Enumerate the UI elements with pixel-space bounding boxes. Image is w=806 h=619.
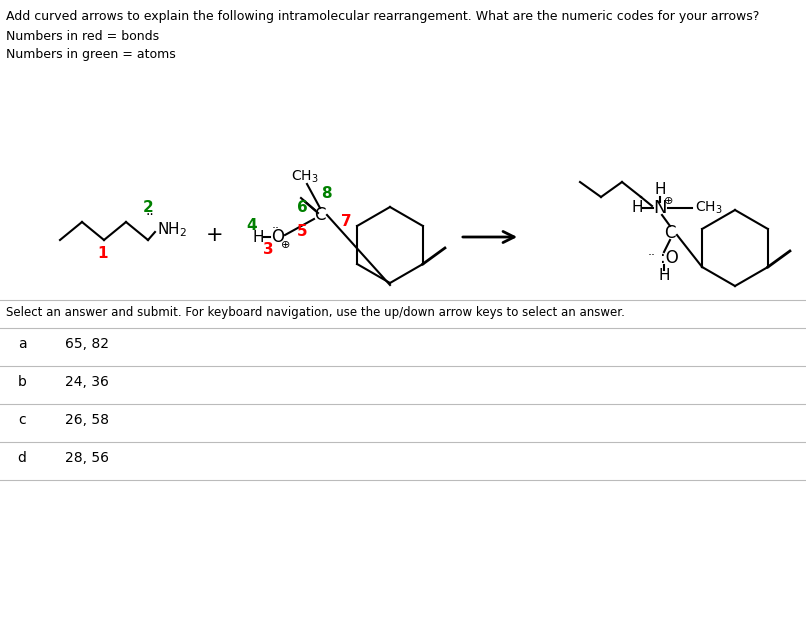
Text: O: O bbox=[272, 228, 285, 246]
Text: NH$_2$: NH$_2$ bbox=[157, 220, 187, 240]
Text: 3: 3 bbox=[263, 243, 273, 258]
Text: ⊕: ⊕ bbox=[281, 240, 291, 250]
Text: c: c bbox=[19, 413, 26, 427]
Text: ··: ·· bbox=[146, 208, 155, 222]
Text: 6: 6 bbox=[297, 201, 307, 215]
Text: N: N bbox=[653, 199, 667, 217]
Text: 7: 7 bbox=[341, 215, 351, 230]
Text: b: b bbox=[18, 375, 27, 389]
Text: ··: ·· bbox=[272, 222, 280, 235]
Text: d: d bbox=[18, 451, 27, 465]
Text: 2: 2 bbox=[143, 199, 153, 215]
Text: Numbers in green = atoms: Numbers in green = atoms bbox=[6, 48, 176, 61]
Text: :O: :O bbox=[660, 249, 679, 267]
Text: CH$_3$: CH$_3$ bbox=[291, 169, 319, 185]
Text: H: H bbox=[659, 269, 670, 284]
Text: 8: 8 bbox=[321, 186, 331, 201]
Text: 5: 5 bbox=[297, 225, 307, 240]
Text: H: H bbox=[631, 201, 642, 215]
Text: 28, 56: 28, 56 bbox=[65, 451, 109, 465]
Text: 24, 36: 24, 36 bbox=[65, 375, 109, 389]
Text: Numbers in red = bonds: Numbers in red = bonds bbox=[6, 30, 159, 43]
Text: a: a bbox=[18, 337, 27, 351]
Text: 65, 82: 65, 82 bbox=[65, 337, 109, 351]
Text: 1: 1 bbox=[98, 246, 108, 261]
Text: CH$_3$: CH$_3$ bbox=[695, 200, 723, 216]
Text: C: C bbox=[314, 206, 326, 224]
Text: 26, 58: 26, 58 bbox=[65, 413, 109, 427]
Text: C: C bbox=[664, 224, 675, 242]
Text: ··: ·· bbox=[648, 249, 656, 262]
Text: ⊕: ⊕ bbox=[664, 196, 674, 206]
Text: H: H bbox=[252, 230, 264, 245]
Text: Add curved arrows to explain the following intramolecular rearrangement. What ar: Add curved arrows to explain the followi… bbox=[6, 10, 759, 23]
Text: 4: 4 bbox=[247, 217, 257, 233]
Text: +: + bbox=[206, 225, 224, 245]
Text: Select an answer and submit. For keyboard navigation, use the up/down arrow keys: Select an answer and submit. For keyboar… bbox=[6, 306, 625, 319]
Text: H: H bbox=[654, 183, 666, 197]
